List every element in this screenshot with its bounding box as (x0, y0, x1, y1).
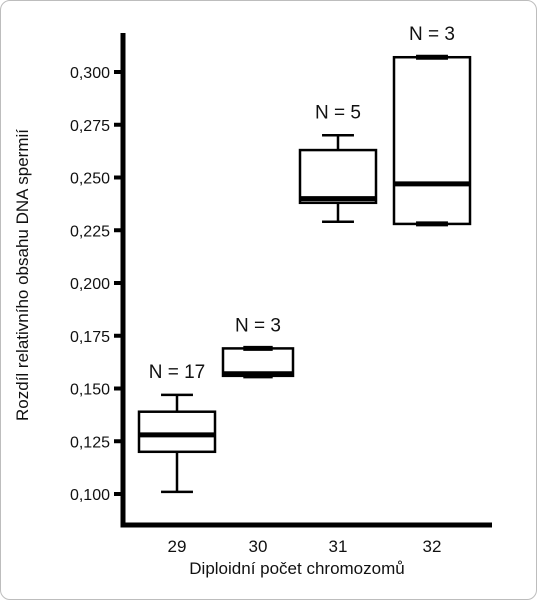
x-tick-label: 31 (329, 537, 348, 556)
y-tick-label: 0,200 (70, 276, 110, 293)
x-tick-label: 30 (249, 537, 268, 556)
y-tick-label: 0,150 (70, 382, 110, 399)
y-tick-label: 0,225 (70, 223, 110, 240)
sample-size-label: N = 3 (409, 24, 455, 45)
y-tick-label: 0,125 (70, 434, 110, 451)
x-axis-label: Diploidní počet chromozomů (189, 559, 404, 578)
box-31: N = 5 (298, 102, 378, 224)
box-rect (392, 55, 472, 226)
y-tick-label: 0,300 (70, 65, 110, 82)
x-tick-label: 29 (168, 537, 187, 556)
y-axis-label: Rozdíl relativního obsahu DNA spermií (13, 129, 32, 421)
x-axis-ticks: 29 30 31 32 (168, 537, 442, 556)
sample-size-label: N = 5 (315, 102, 361, 123)
box-29: N = 17 (137, 362, 217, 494)
y-tick-label: 0,175 (70, 329, 110, 346)
y-tick-label: 0,275 (70, 118, 110, 135)
y-axis-ticks: 0,100 0,125 0,150 0,175 0,200 0,225 0,250 0,275… (70, 65, 123, 504)
box-rect (137, 410, 217, 454)
box-32: N = 3 (392, 24, 472, 227)
sample-size-label: N = 17 (149, 362, 206, 383)
y-tick-label: 0,250 (70, 171, 110, 188)
box-30: N = 3 (221, 315, 295, 379)
y-tick-label: 0,100 (70, 487, 110, 504)
x-tick-label: 32 (423, 537, 442, 556)
boxes-layer: N = 17 N = 3 N = 5 N = 3 (137, 24, 472, 494)
sample-size-label: N = 3 (235, 315, 281, 336)
box-rect (298, 148, 378, 205)
